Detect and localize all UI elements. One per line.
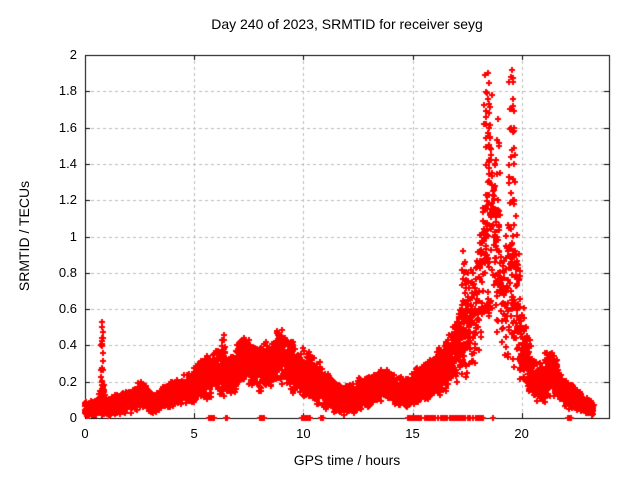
chart-title: Day 240 of 2023, SRMTID for receiver sey… (211, 16, 483, 32)
y-tick-label: 1.6 (58, 119, 77, 135)
x-tick-label: 15 (405, 426, 420, 441)
x-tick-label: 20 (514, 426, 529, 441)
y-tick-label: 1.2 (58, 192, 77, 208)
y-tick-label: 0.2 (58, 373, 77, 389)
x-axis-label: GPS time / hours (293, 452, 401, 468)
y-tick-label: 1.8 (58, 83, 77, 99)
y-tick-label: 0.4 (58, 337, 77, 353)
y-tick-label: 1 (69, 228, 77, 244)
y-tick-label: 0.6 (58, 301, 77, 317)
x-tick-label: 5 (190, 426, 198, 441)
y-tick-label: 0.8 (58, 264, 77, 280)
x-tick-label: 10 (296, 426, 311, 441)
y-tick-label: 1.4 (58, 155, 77, 171)
x-tick-label: 0 (81, 426, 89, 441)
y-tick-label: 2 (69, 47, 77, 62)
y-tick-label: 0 (69, 410, 77, 425)
